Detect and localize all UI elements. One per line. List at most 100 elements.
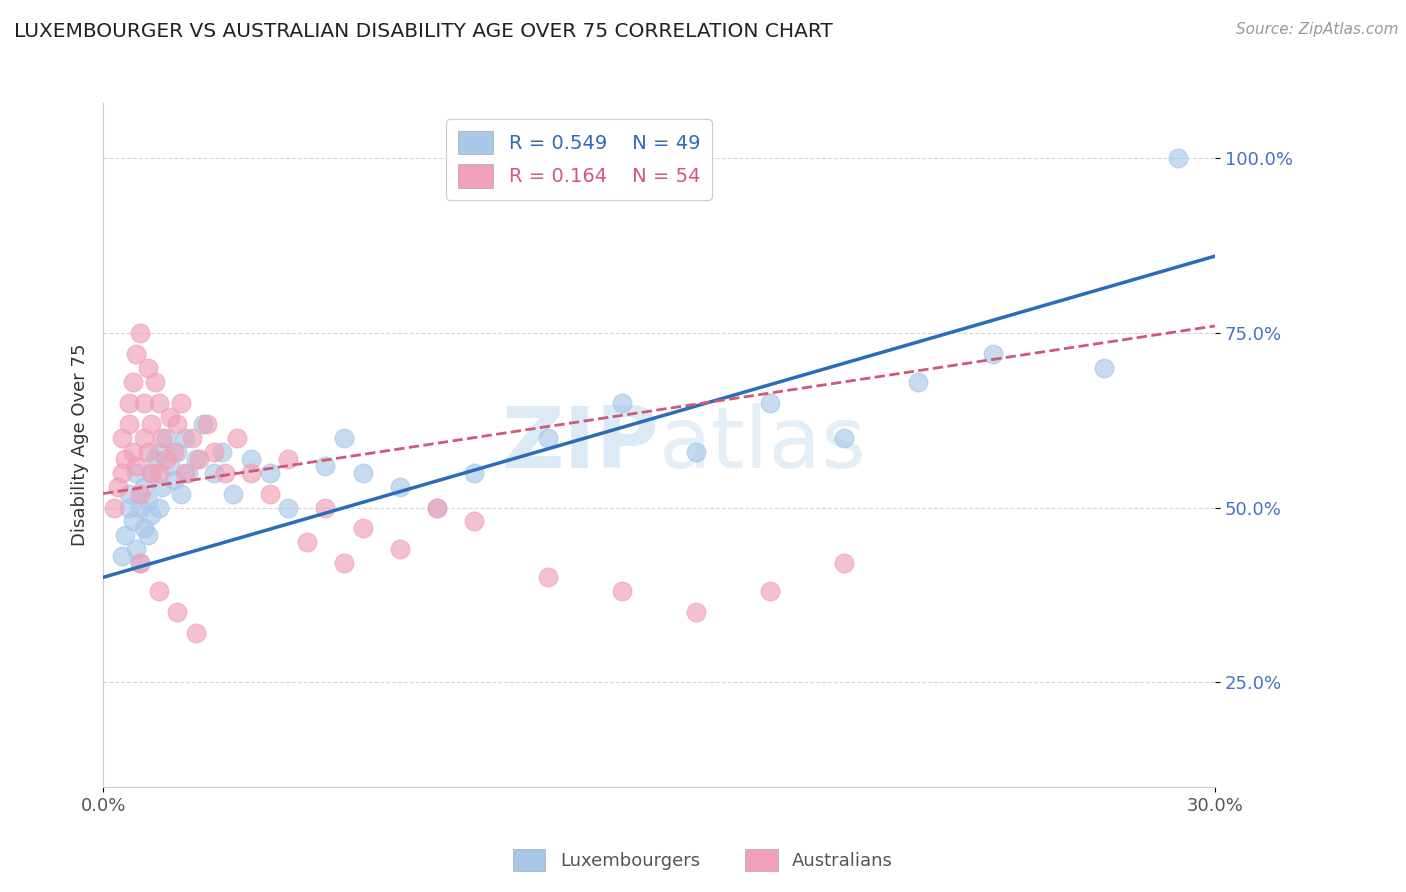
Point bbox=[118, 500, 141, 515]
Point bbox=[129, 557, 152, 571]
Point bbox=[277, 451, 299, 466]
Point bbox=[184, 451, 207, 466]
Point bbox=[240, 451, 263, 466]
Point bbox=[143, 451, 166, 466]
Point bbox=[114, 451, 136, 466]
Point bbox=[125, 347, 148, 361]
Point bbox=[132, 479, 155, 493]
Point bbox=[388, 542, 411, 557]
Point bbox=[148, 584, 170, 599]
Point bbox=[166, 444, 188, 458]
Point bbox=[141, 417, 163, 431]
Point bbox=[111, 466, 134, 480]
Point bbox=[295, 535, 318, 549]
Point bbox=[685, 605, 707, 619]
Point bbox=[141, 508, 163, 522]
Point bbox=[125, 458, 148, 473]
Point bbox=[136, 493, 159, 508]
Point bbox=[125, 466, 148, 480]
Point bbox=[132, 396, 155, 410]
Point bbox=[155, 431, 177, 445]
Point bbox=[121, 444, 143, 458]
Point bbox=[537, 431, 560, 445]
Point bbox=[141, 466, 163, 480]
Point bbox=[111, 431, 134, 445]
Point bbox=[832, 557, 855, 571]
Point bbox=[129, 500, 152, 515]
Point bbox=[177, 466, 200, 480]
Point bbox=[907, 375, 929, 389]
Point bbox=[463, 466, 485, 480]
Text: LUXEMBOURGER VS AUSTRALIAN DISABILITY AGE OVER 75 CORRELATION CHART: LUXEMBOURGER VS AUSTRALIAN DISABILITY AG… bbox=[14, 22, 832, 41]
Point bbox=[537, 570, 560, 584]
Point bbox=[352, 521, 374, 535]
Y-axis label: Disability Age Over 75: Disability Age Over 75 bbox=[72, 343, 89, 546]
Point bbox=[314, 458, 336, 473]
Point bbox=[222, 486, 245, 500]
Legend: Luxembourgers, Australians: Luxembourgers, Australians bbox=[506, 842, 900, 879]
Point bbox=[314, 500, 336, 515]
Point bbox=[152, 479, 174, 493]
Point bbox=[118, 417, 141, 431]
Point bbox=[143, 375, 166, 389]
Point bbox=[225, 431, 247, 445]
Point bbox=[166, 605, 188, 619]
Point bbox=[166, 417, 188, 431]
Point bbox=[333, 557, 356, 571]
Point bbox=[184, 626, 207, 640]
Point bbox=[202, 466, 225, 480]
Point bbox=[118, 396, 141, 410]
Point bbox=[981, 347, 1004, 361]
Point bbox=[162, 473, 184, 487]
Point bbox=[111, 549, 134, 564]
Point bbox=[832, 431, 855, 445]
Point bbox=[463, 515, 485, 529]
Point bbox=[1092, 360, 1115, 375]
Point bbox=[148, 396, 170, 410]
Point bbox=[685, 444, 707, 458]
Point bbox=[170, 486, 193, 500]
Point bbox=[107, 479, 129, 493]
Point bbox=[121, 515, 143, 529]
Point bbox=[129, 557, 152, 571]
Point bbox=[333, 431, 356, 445]
Point bbox=[610, 584, 633, 599]
Point bbox=[159, 409, 181, 424]
Point bbox=[188, 451, 211, 466]
Point bbox=[170, 396, 193, 410]
Point bbox=[129, 326, 152, 340]
Point bbox=[193, 417, 215, 431]
Point bbox=[148, 500, 170, 515]
Point bbox=[173, 466, 195, 480]
Point bbox=[214, 466, 236, 480]
Point bbox=[136, 360, 159, 375]
Point bbox=[148, 466, 170, 480]
Point bbox=[173, 431, 195, 445]
Point bbox=[202, 444, 225, 458]
Point bbox=[118, 486, 141, 500]
Point bbox=[352, 466, 374, 480]
Point bbox=[195, 417, 218, 431]
Text: atlas: atlas bbox=[659, 403, 868, 486]
Point bbox=[211, 444, 233, 458]
Point bbox=[1167, 152, 1189, 166]
Point bbox=[162, 444, 184, 458]
Point bbox=[277, 500, 299, 515]
Point bbox=[240, 466, 263, 480]
Point bbox=[136, 444, 159, 458]
Point bbox=[132, 521, 155, 535]
Point bbox=[259, 466, 281, 480]
Point bbox=[159, 458, 181, 473]
Point bbox=[426, 500, 449, 515]
Text: Source: ZipAtlas.com: Source: ZipAtlas.com bbox=[1236, 22, 1399, 37]
Point bbox=[426, 500, 449, 515]
Point bbox=[610, 396, 633, 410]
Point bbox=[121, 375, 143, 389]
Text: ZIP: ZIP bbox=[502, 403, 659, 486]
Point bbox=[759, 584, 782, 599]
Point bbox=[129, 486, 152, 500]
Point bbox=[103, 500, 125, 515]
Point bbox=[125, 542, 148, 557]
Point bbox=[148, 444, 170, 458]
Point bbox=[141, 466, 163, 480]
